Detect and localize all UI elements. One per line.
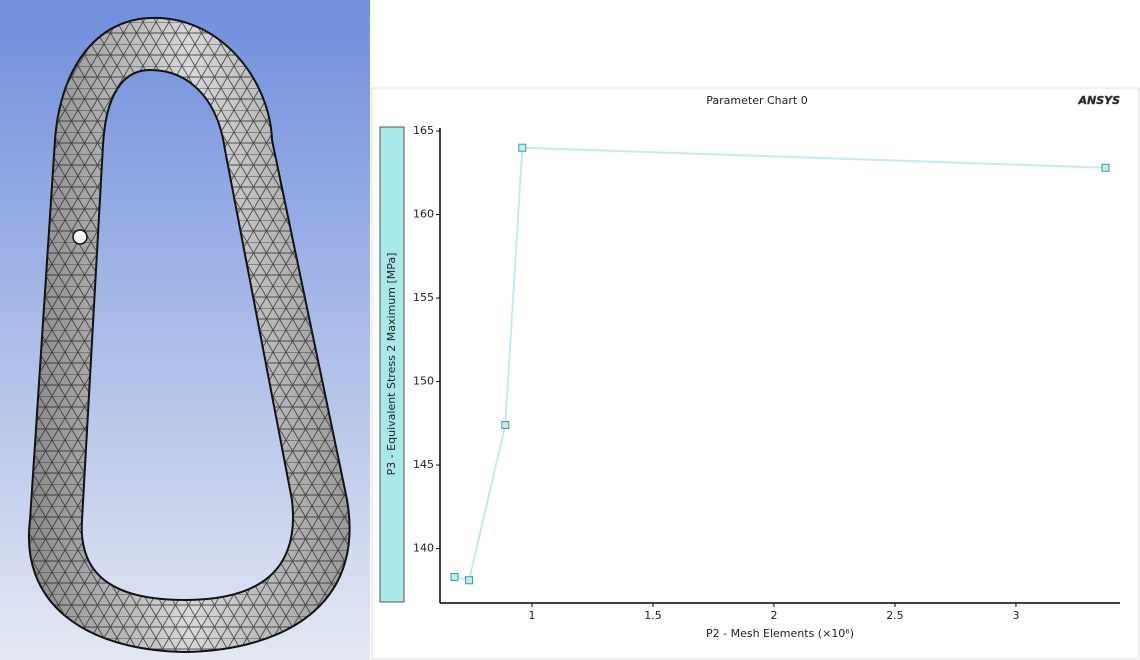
page: Parameter Chart 0 ANSYS P3 - Equivalent … xyxy=(0,0,1140,660)
y-tick-label: 160 xyxy=(413,208,434,221)
point-marker xyxy=(451,573,458,580)
screen: Parameter Chart 0 ANSYS P3 - Equivalent … xyxy=(0,0,1140,660)
x-tick-label: 1.5 xyxy=(644,609,662,622)
y-axis-label: P3 - Equivalent Stress 2 Maximum [MPa] xyxy=(385,253,398,476)
point-marker xyxy=(466,577,473,584)
chart-panel xyxy=(372,88,1139,659)
y-tick-label: 165 xyxy=(413,124,434,137)
logo: ANSYS xyxy=(1077,94,1120,107)
point-marker xyxy=(519,144,526,151)
part-hole xyxy=(73,230,87,244)
y-tick-label: 145 xyxy=(413,458,434,471)
y-tick-label: 150 xyxy=(413,375,434,388)
x-axis-label: P2 - Mesh Elements (×10⁶) xyxy=(706,627,854,640)
x-tick-label: 2 xyxy=(770,609,777,622)
y-tick-label: 140 xyxy=(413,542,434,555)
point-marker xyxy=(1102,164,1109,171)
x-tick-label: 2.5 xyxy=(886,609,904,622)
y-tick-label: 155 xyxy=(413,291,434,304)
x-tick-label: 1 xyxy=(528,609,535,622)
model-view xyxy=(0,0,370,660)
x-tick-label: 3 xyxy=(1012,609,1019,622)
point-marker xyxy=(502,421,509,428)
chart-title: Parameter Chart 0 xyxy=(706,94,807,107)
